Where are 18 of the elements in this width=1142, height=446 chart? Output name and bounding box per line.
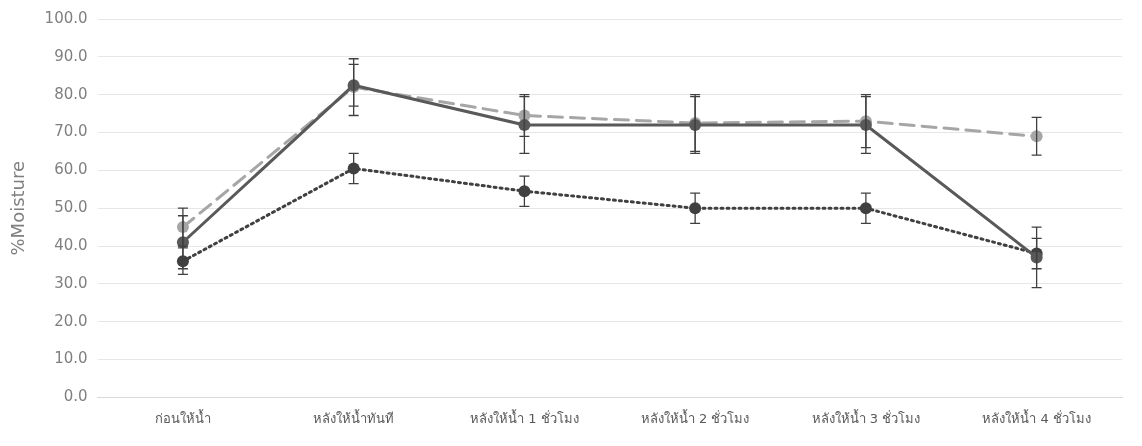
y-tick-label: 80.0 <box>54 84 88 103</box>
x-tick-label: หลังให้น้ำ 3 ชั่วโมง <box>811 408 921 426</box>
y-tick-label: 100.0 <box>44 8 88 27</box>
y-axis-title: %Moisture <box>7 160 29 256</box>
y-tick-label: 30.0 <box>54 273 88 292</box>
y-tick-label: 40.0 <box>54 235 88 254</box>
y-tick-label: 10.0 <box>54 349 88 368</box>
y-tick-label: 20.0 <box>54 311 88 330</box>
x-tick-label: หลังให้น้ำ 4 ชั่วโมง <box>982 408 1091 426</box>
x-tick-label: ก่อนให้น้ำ <box>154 408 211 426</box>
x-tick-label: หลังให้น้ำ 1 ชั่วโมง <box>470 408 579 426</box>
y-tick-label: 50.0 <box>54 198 88 217</box>
x-tick-label: หลังให้น้ำ 2 ชั่วโมง <box>640 408 750 426</box>
y-tick-label: 0.0 <box>63 387 88 406</box>
y-tick-label: 60.0 <box>54 160 88 179</box>
y-tick-label: 70.0 <box>54 122 88 141</box>
x-tick-label: หลังให้น้ำทันที <box>313 408 395 426</box>
y-tick-label: 90.0 <box>54 46 88 65</box>
